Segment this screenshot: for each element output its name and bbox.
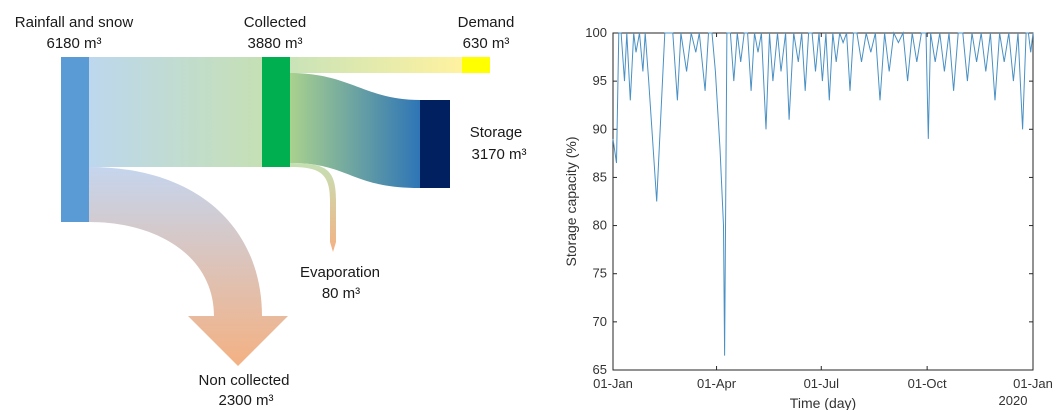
plot-area [612, 32, 1034, 371]
y-tick-label: 70 [593, 314, 607, 329]
node-storage [420, 100, 450, 188]
non-collected-value: 2300 m³ [218, 392, 273, 409]
evaporation-value: 80 m³ [322, 285, 360, 302]
y-tick-label: 85 [593, 169, 607, 184]
y-tick-label: 80 [593, 218, 607, 233]
collected-value: 3880 m³ [247, 35, 302, 52]
link-collected-storage [290, 73, 420, 188]
y-axis: 65 70 75 80 85 90 95 100 [585, 25, 1033, 377]
demand-value: 630 m³ [463, 35, 510, 52]
evaporation-label: Evaporation [300, 264, 380, 281]
y-tick-label: 100 [585, 25, 607, 40]
storage-capacity-chart: 65 70 75 80 85 90 95 100 01-Jan 01-Apr 01-Jul 01-O… [563, 25, 1053, 410]
x-tick-label: 01-Oct [908, 376, 947, 391]
y-tick-label: 75 [593, 266, 607, 281]
node-demand [462, 57, 490, 73]
y-tick-label: 65 [593, 362, 607, 377]
x-axis-year-label: 2020 [999, 393, 1028, 408]
x-tick-label: 01-Jul [804, 376, 840, 391]
collected-label: Collected [244, 14, 307, 31]
y-axis-label: Storage capacity (%) [563, 137, 579, 267]
x-tick-label: 01-Jan [593, 376, 633, 391]
x-axis: 01-Jan 01-Apr 01-Jul 01-Oct 01-Jan [593, 33, 1053, 391]
non-collected-label: Non collected [199, 372, 290, 389]
link-collected-evaporation [290, 163, 336, 252]
rainfall-value: 6180 m³ [46, 35, 101, 52]
y-tick-label: 90 [593, 121, 607, 136]
storage-value: 3170 m³ [471, 146, 526, 163]
node-collected [262, 57, 290, 167]
y-tick-label: 95 [593, 73, 607, 88]
sankey-diagram: Rainfall and snow 6180 m³ Collected 3880… [15, 14, 527, 409]
rainfall-label: Rainfall and snow [15, 14, 134, 31]
link-rainfall-non-collected [89, 167, 288, 366]
demand-label: Demand [458, 14, 515, 31]
storage-capacity-line [612, 31, 1034, 356]
x-tick-label: 01-Apr [697, 376, 737, 391]
link-rainfall-collected [89, 57, 262, 167]
storage-label: Storage [470, 124, 523, 141]
link-collected-demand [290, 57, 462, 73]
x-tick-label: 01-Jan [1013, 376, 1053, 391]
node-rainfall [61, 57, 89, 222]
x-axis-label: Time (day) [790, 395, 856, 410]
